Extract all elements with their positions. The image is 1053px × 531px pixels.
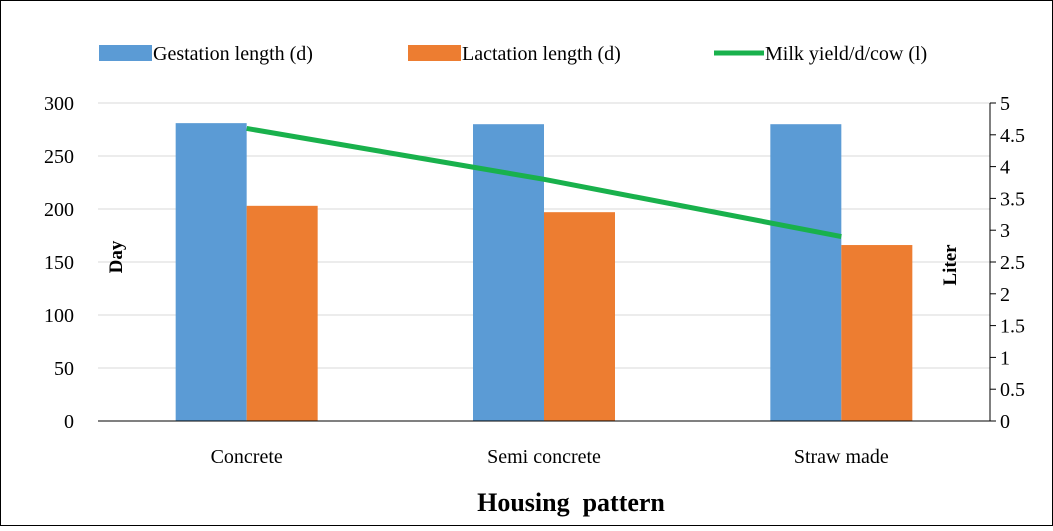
x-tick-label: Semi concrete [487,446,601,468]
legend-label: Lactation length (d) [462,43,621,65]
y-tick-label: 200 [44,199,74,221]
y-axis-label: Day [106,240,127,273]
y2-tick-label: 4 [1000,157,1010,179]
bar-lactation [841,245,913,421]
right-axis-ticks: 0 0.5 1 1.5 2 2.5 3 3.5 4 4.5 5 [990,93,1025,433]
y2-tick-label: 0 [1000,411,1010,433]
y-tick-label: 100 [44,305,74,327]
legend-swatch [99,45,152,61]
y-tick-label: 250 [44,146,74,168]
legend-label: Gestation length (d) [153,43,313,65]
y2-tick-label: 4.5 [1000,125,1025,147]
y2-tick-label: 1.5 [1000,316,1025,338]
y2-tick-label: 5 [1000,93,1010,115]
x-tick-label: Straw made [794,446,889,468]
bar-gestation [175,123,247,421]
legend: Gestation length (d) Lactation length (d)… [99,43,927,65]
y2-tick-label: 2 [1000,284,1010,306]
y-tick-label: 300 [44,93,74,115]
x-axis-label: Housing pattern [477,488,665,517]
y-tick-label: 0 [64,411,74,433]
y2-tick-label: 0.5 [1000,379,1025,401]
bar-lactation [246,205,318,421]
y-tick-label: 150 [44,252,74,274]
category-labels: Concrete Semi concrete Straw made [211,446,889,468]
lines [246,125,842,240]
y2-axis-label: Liter [940,244,961,286]
y2-tick-label: 1 [1000,347,1010,369]
bar-gestation [770,124,842,421]
y2-tick-label: 3.5 [1000,188,1025,210]
legend-swatch [408,45,461,61]
y-tick-label: 50 [54,358,74,380]
x-tick-label: Concrete [211,446,283,468]
legend-label: Milk yield/d/cow (l) [765,43,927,65]
left-axis-ticks: 0 50 100 150 200 250 300 [44,93,74,433]
series-line-milk-yield [246,125,842,240]
y2-tick-label: 2.5 [1000,252,1025,274]
bar-lactation [544,212,615,421]
y2-tick-label: 3 [1000,220,1010,242]
